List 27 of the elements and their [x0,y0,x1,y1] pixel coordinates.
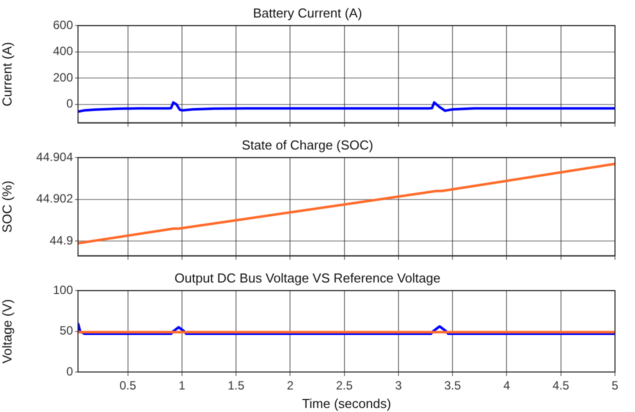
x-tick-label: 1.5 [228,378,245,393]
chart-title: Battery Current (A) [252,5,362,20]
y-axis-title: Current (A) [0,42,14,106]
x-tick-label: 2.5 [336,378,353,393]
y-tick-label: 44.902 [36,192,74,206]
y-tick-label: 0 [66,364,74,378]
x-tick-label: 2 [286,378,294,393]
chart-title: Output DC Bus Voltage VS Reference Voltage [174,270,440,286]
chart-title: State of Charge (SOC) [242,137,374,152]
y-axis-title: Voltage (V) [0,299,14,364]
x-tick-label: 5 [612,378,619,393]
y-tick-label: 600 [52,18,74,32]
x-axis-title: Time (seconds) [302,396,392,411]
y-tick-label: 200 [52,70,74,84]
y-tick-label: 50 [60,324,74,338]
x-tick-label: 3 [395,378,402,393]
x-tick-label: 4.5 [552,378,570,393]
y-tick-label: 100 [52,282,74,297]
y-axis-title: SOC (%) [0,180,14,233]
x-tick-label: 3.5 [444,378,462,393]
x-tick-label: 0.5 [119,378,136,393]
y-tick-label: 400 [52,44,74,58]
y-tick-label: 44.904 [36,150,74,164]
y-tick-label: 44.9 [50,233,74,248]
y-tick-label: 0 [66,96,74,111]
x-tick-label: 4 [503,378,510,393]
x-tick-label: 1 [178,378,186,393]
